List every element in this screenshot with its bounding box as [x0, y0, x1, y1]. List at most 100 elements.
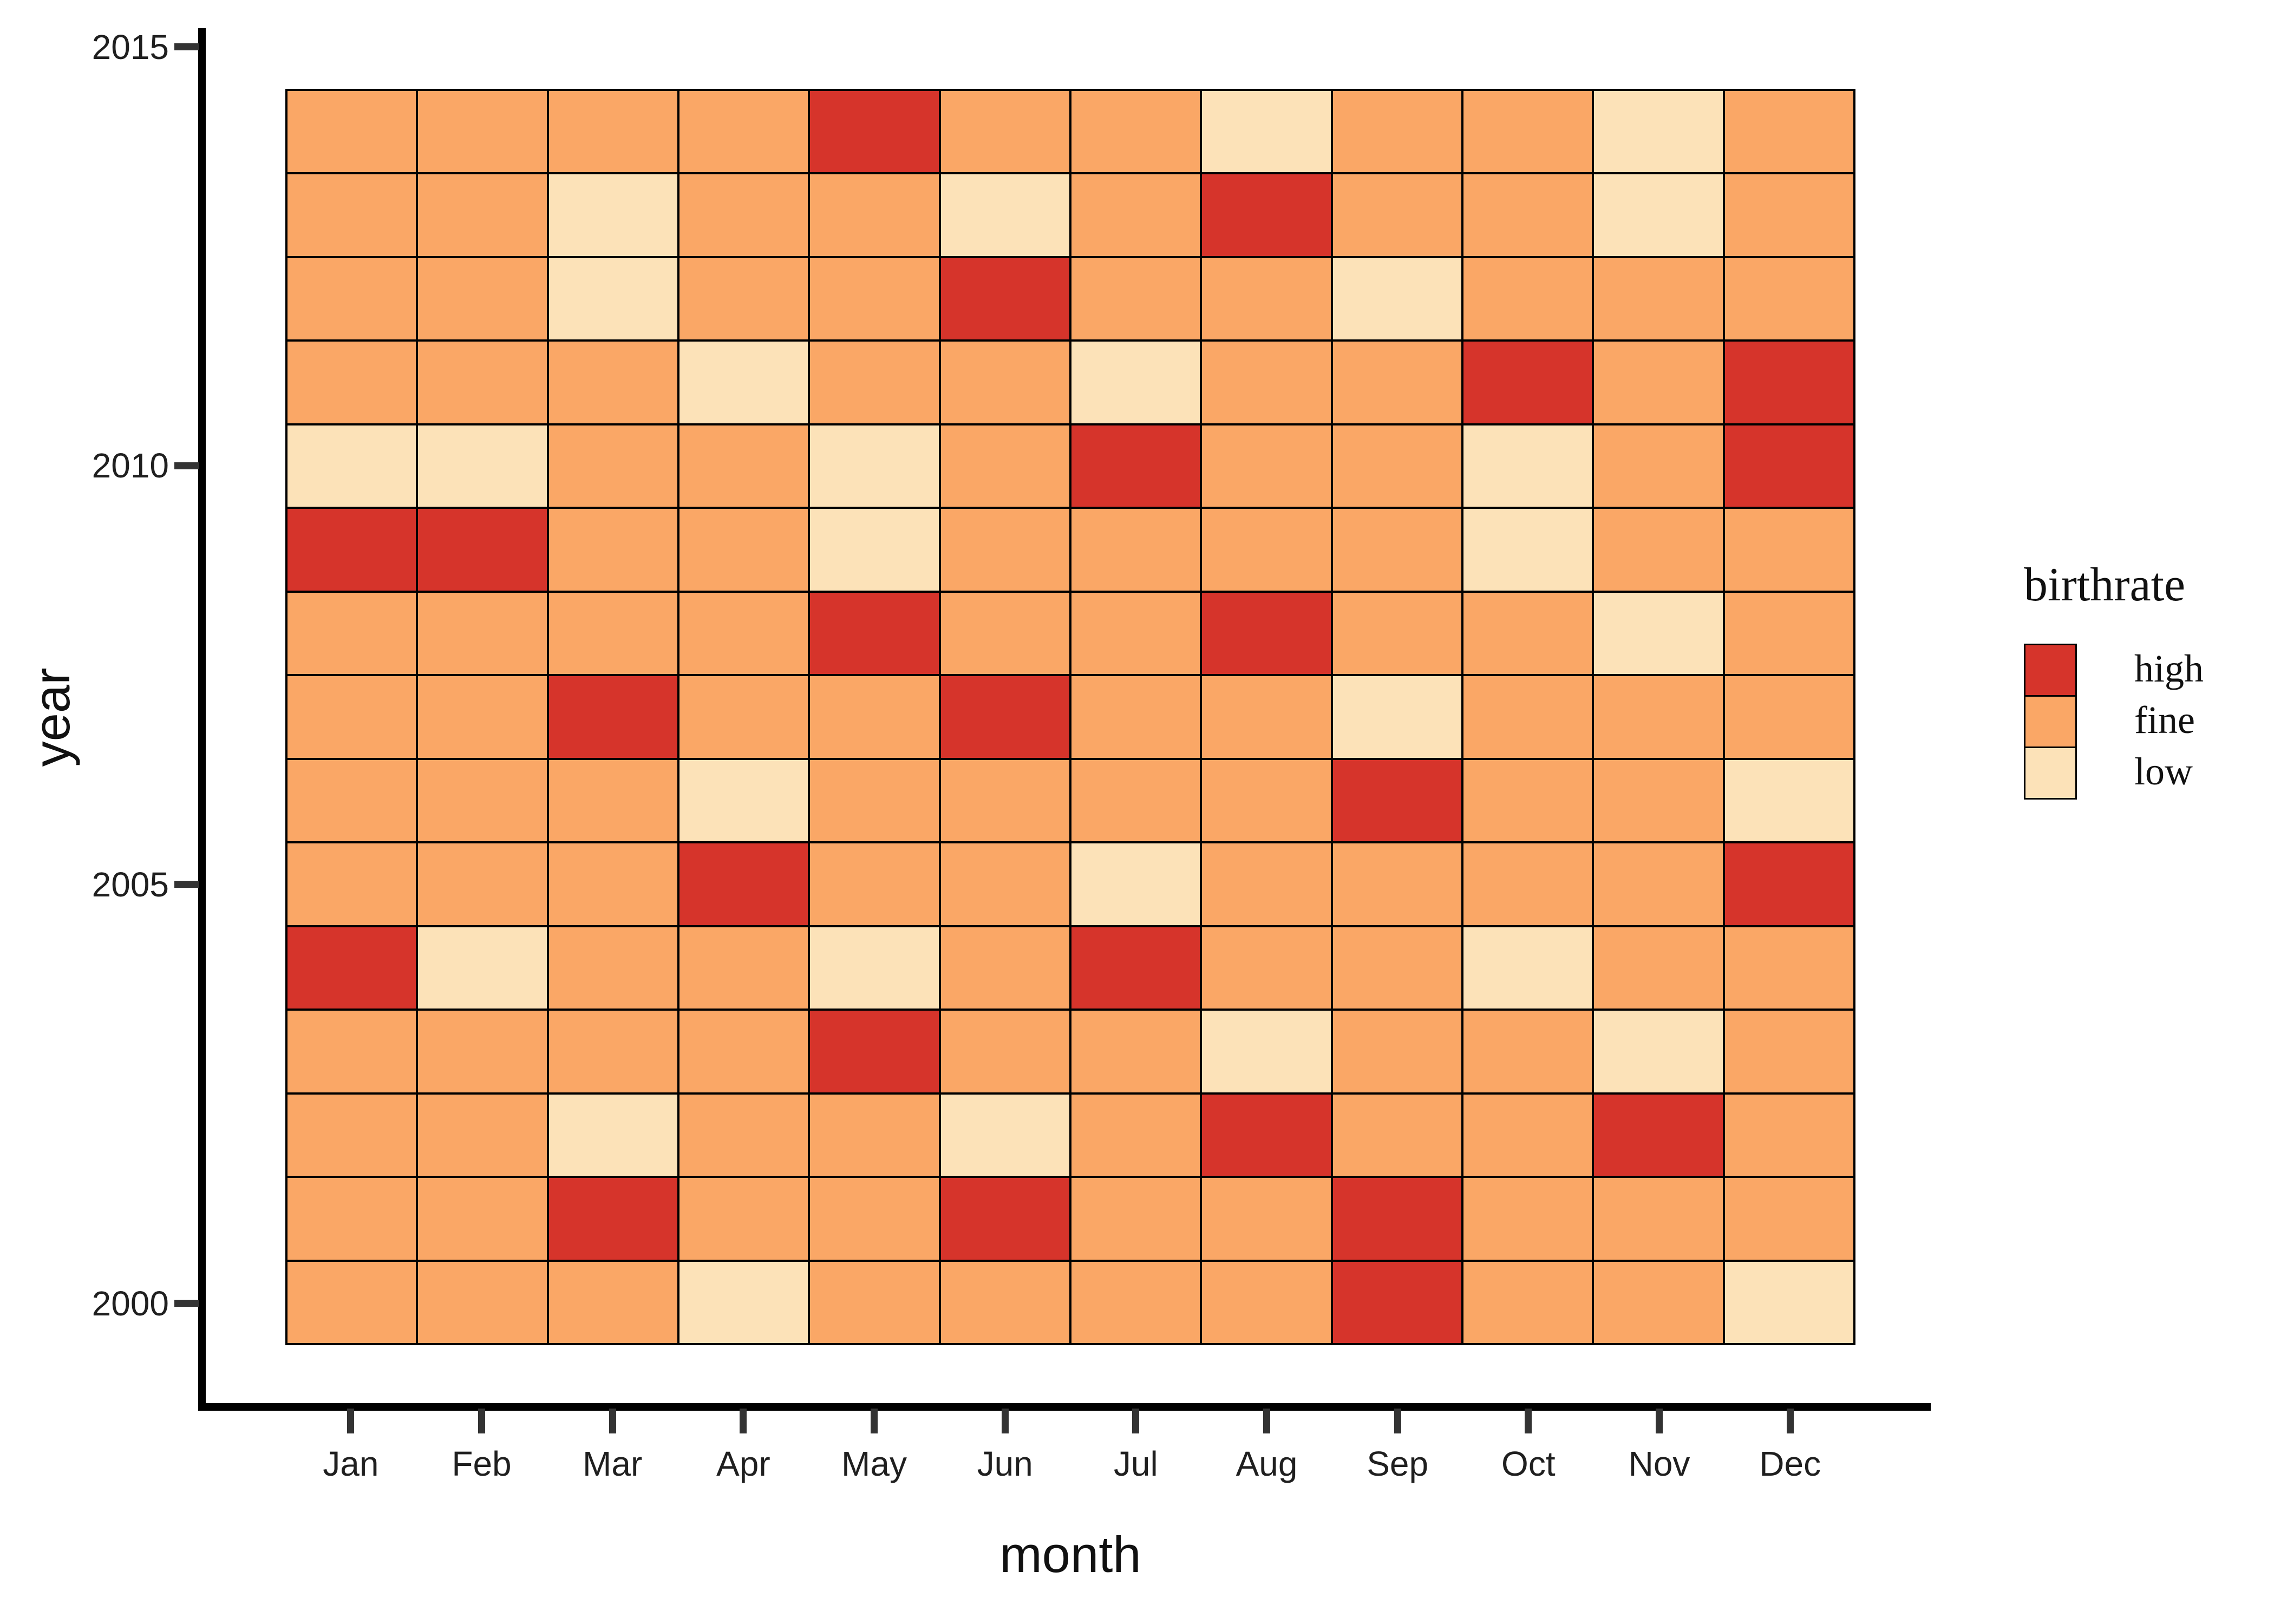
heatmap-cell: [679, 1011, 808, 1092]
x-tick-label: Aug: [1236, 1444, 1298, 1483]
heatmap-cell: [287, 759, 416, 842]
heatmap-cell: [1332, 425, 1461, 507]
heatmap-cell: [1071, 843, 1200, 925]
heatmap-cell: [1594, 174, 1723, 256]
legend-swatch-high: [2025, 645, 2075, 695]
heatmap-cell: [1332, 676, 1461, 758]
heatmap-cell: [287, 927, 416, 1009]
heatmap-cell: [1724, 759, 1853, 842]
heatmap-cell: [1202, 258, 1331, 340]
heatmap-cell: [418, 1261, 547, 1343]
heatmap-cell: [1724, 91, 1853, 173]
heatmap-cell: [287, 1011, 416, 1092]
heatmap-cell: [679, 1094, 808, 1176]
heatmap-cell: [1724, 342, 1853, 423]
heatmap-cell: [810, 759, 939, 842]
heatmap-cell: [679, 759, 808, 842]
y-tick-label: 2005: [92, 865, 169, 904]
heatmap-cell: [1332, 759, 1461, 842]
heatmap-cell: [287, 425, 416, 507]
heatmap-cell: [1202, 509, 1331, 591]
x-tick: [1001, 1409, 1009, 1433]
heatmap-cell: [1594, 676, 1723, 758]
heatmap-cell: [1463, 258, 1592, 340]
heatmap-cell: [418, 592, 547, 675]
heatmap-cell: [679, 174, 808, 256]
heatmap-cell: [679, 425, 808, 507]
heatmap-cell: [940, 1178, 1069, 1260]
heatmap-cell: [1724, 258, 1853, 340]
heatmap-cell: [1202, 174, 1331, 256]
x-tick: [1525, 1409, 1532, 1433]
heatmap-cell: [287, 509, 416, 591]
heatmap-cell: [810, 425, 939, 507]
heatmap-cell: [418, 843, 547, 925]
legend-body: high fine low: [2024, 644, 2204, 800]
heatmap-cell: [548, 759, 677, 842]
x-tick: [1786, 1409, 1794, 1433]
heatmap-cell: [548, 1011, 677, 1092]
heatmap-cell: [679, 91, 808, 173]
heatmap-cell: [287, 258, 416, 340]
y-tick-label: 2015: [92, 27, 169, 67]
x-tick-label: Sep: [1367, 1444, 1429, 1483]
heatmap-cell: [1071, 676, 1200, 758]
heatmap-cell: [548, 509, 677, 591]
heatmap-cell: [1724, 1261, 1853, 1343]
y-axis-line: [198, 28, 206, 1411]
heatmap-cell: [1594, 509, 1723, 591]
x-tick-label: Dec: [1759, 1444, 1821, 1483]
heatmap-cell: [548, 425, 677, 507]
x-tick-label: Jun: [977, 1444, 1033, 1483]
heatmap-cell: [1463, 1261, 1592, 1343]
heatmap-cell: [810, 174, 939, 256]
heatmap-cell: [679, 592, 808, 675]
heatmap-cell: [810, 592, 939, 675]
heatmap-cell: [1594, 1011, 1723, 1092]
legend: birthrate high fine low: [2024, 558, 2204, 800]
heatmap-cell: [1202, 1011, 1331, 1092]
x-tick: [478, 1409, 485, 1433]
heatmap-cell: [810, 1178, 939, 1260]
heatmap-cell: [1463, 1011, 1592, 1092]
heatmap-cell: [1724, 927, 1853, 1009]
heatmap-cell: [287, 1094, 416, 1176]
heatmap-cell: [1594, 1094, 1723, 1176]
heatmap-cell: [679, 927, 808, 1009]
heatmap-cell: [940, 91, 1069, 173]
heatmap-cell: [1463, 676, 1592, 758]
heatmap-cell: [940, 509, 1069, 591]
heatmap-cell: [287, 1261, 416, 1343]
heatmap-cell: [1071, 1178, 1200, 1260]
heatmap-cell: [418, 174, 547, 256]
heatmap-cell: [1202, 1261, 1331, 1343]
x-tick-label: Nov: [1628, 1444, 1690, 1483]
y-axis-title: year: [23, 667, 80, 767]
heatmap-cell: [1724, 1094, 1853, 1176]
heatmap-cell: [1202, 425, 1331, 507]
heatmap-cell: [1202, 592, 1331, 675]
heatmap-cell: [1332, 342, 1461, 423]
heatmap-cell: [1594, 592, 1723, 675]
heatmap-cell: [1332, 843, 1461, 925]
y-tick-label: 2010: [92, 446, 169, 486]
heatmap-cell: [1071, 592, 1200, 675]
legend-label-low: low: [2134, 750, 2193, 793]
legend-label-high: high: [2134, 647, 2204, 690]
heatmap-cell: [940, 1261, 1069, 1343]
heatmap-cell: [1071, 425, 1200, 507]
y-tick: [174, 881, 199, 888]
x-tick: [1394, 1409, 1401, 1433]
heatmap-cell: [1071, 927, 1200, 1009]
heatmap-cell: [810, 91, 939, 173]
heatmap-cell: [679, 1178, 808, 1260]
heatmap-cell: [418, 676, 547, 758]
heatmap-cell: [1724, 509, 1853, 591]
legend-swatches: [2024, 644, 2077, 800]
x-tick-label: Apr: [716, 1444, 770, 1483]
heatmap-cell: [1463, 1094, 1592, 1176]
heatmap-cell: [1463, 1178, 1592, 1260]
heatmap-cell: [1463, 342, 1592, 423]
heatmap-cell: [418, 1011, 547, 1092]
